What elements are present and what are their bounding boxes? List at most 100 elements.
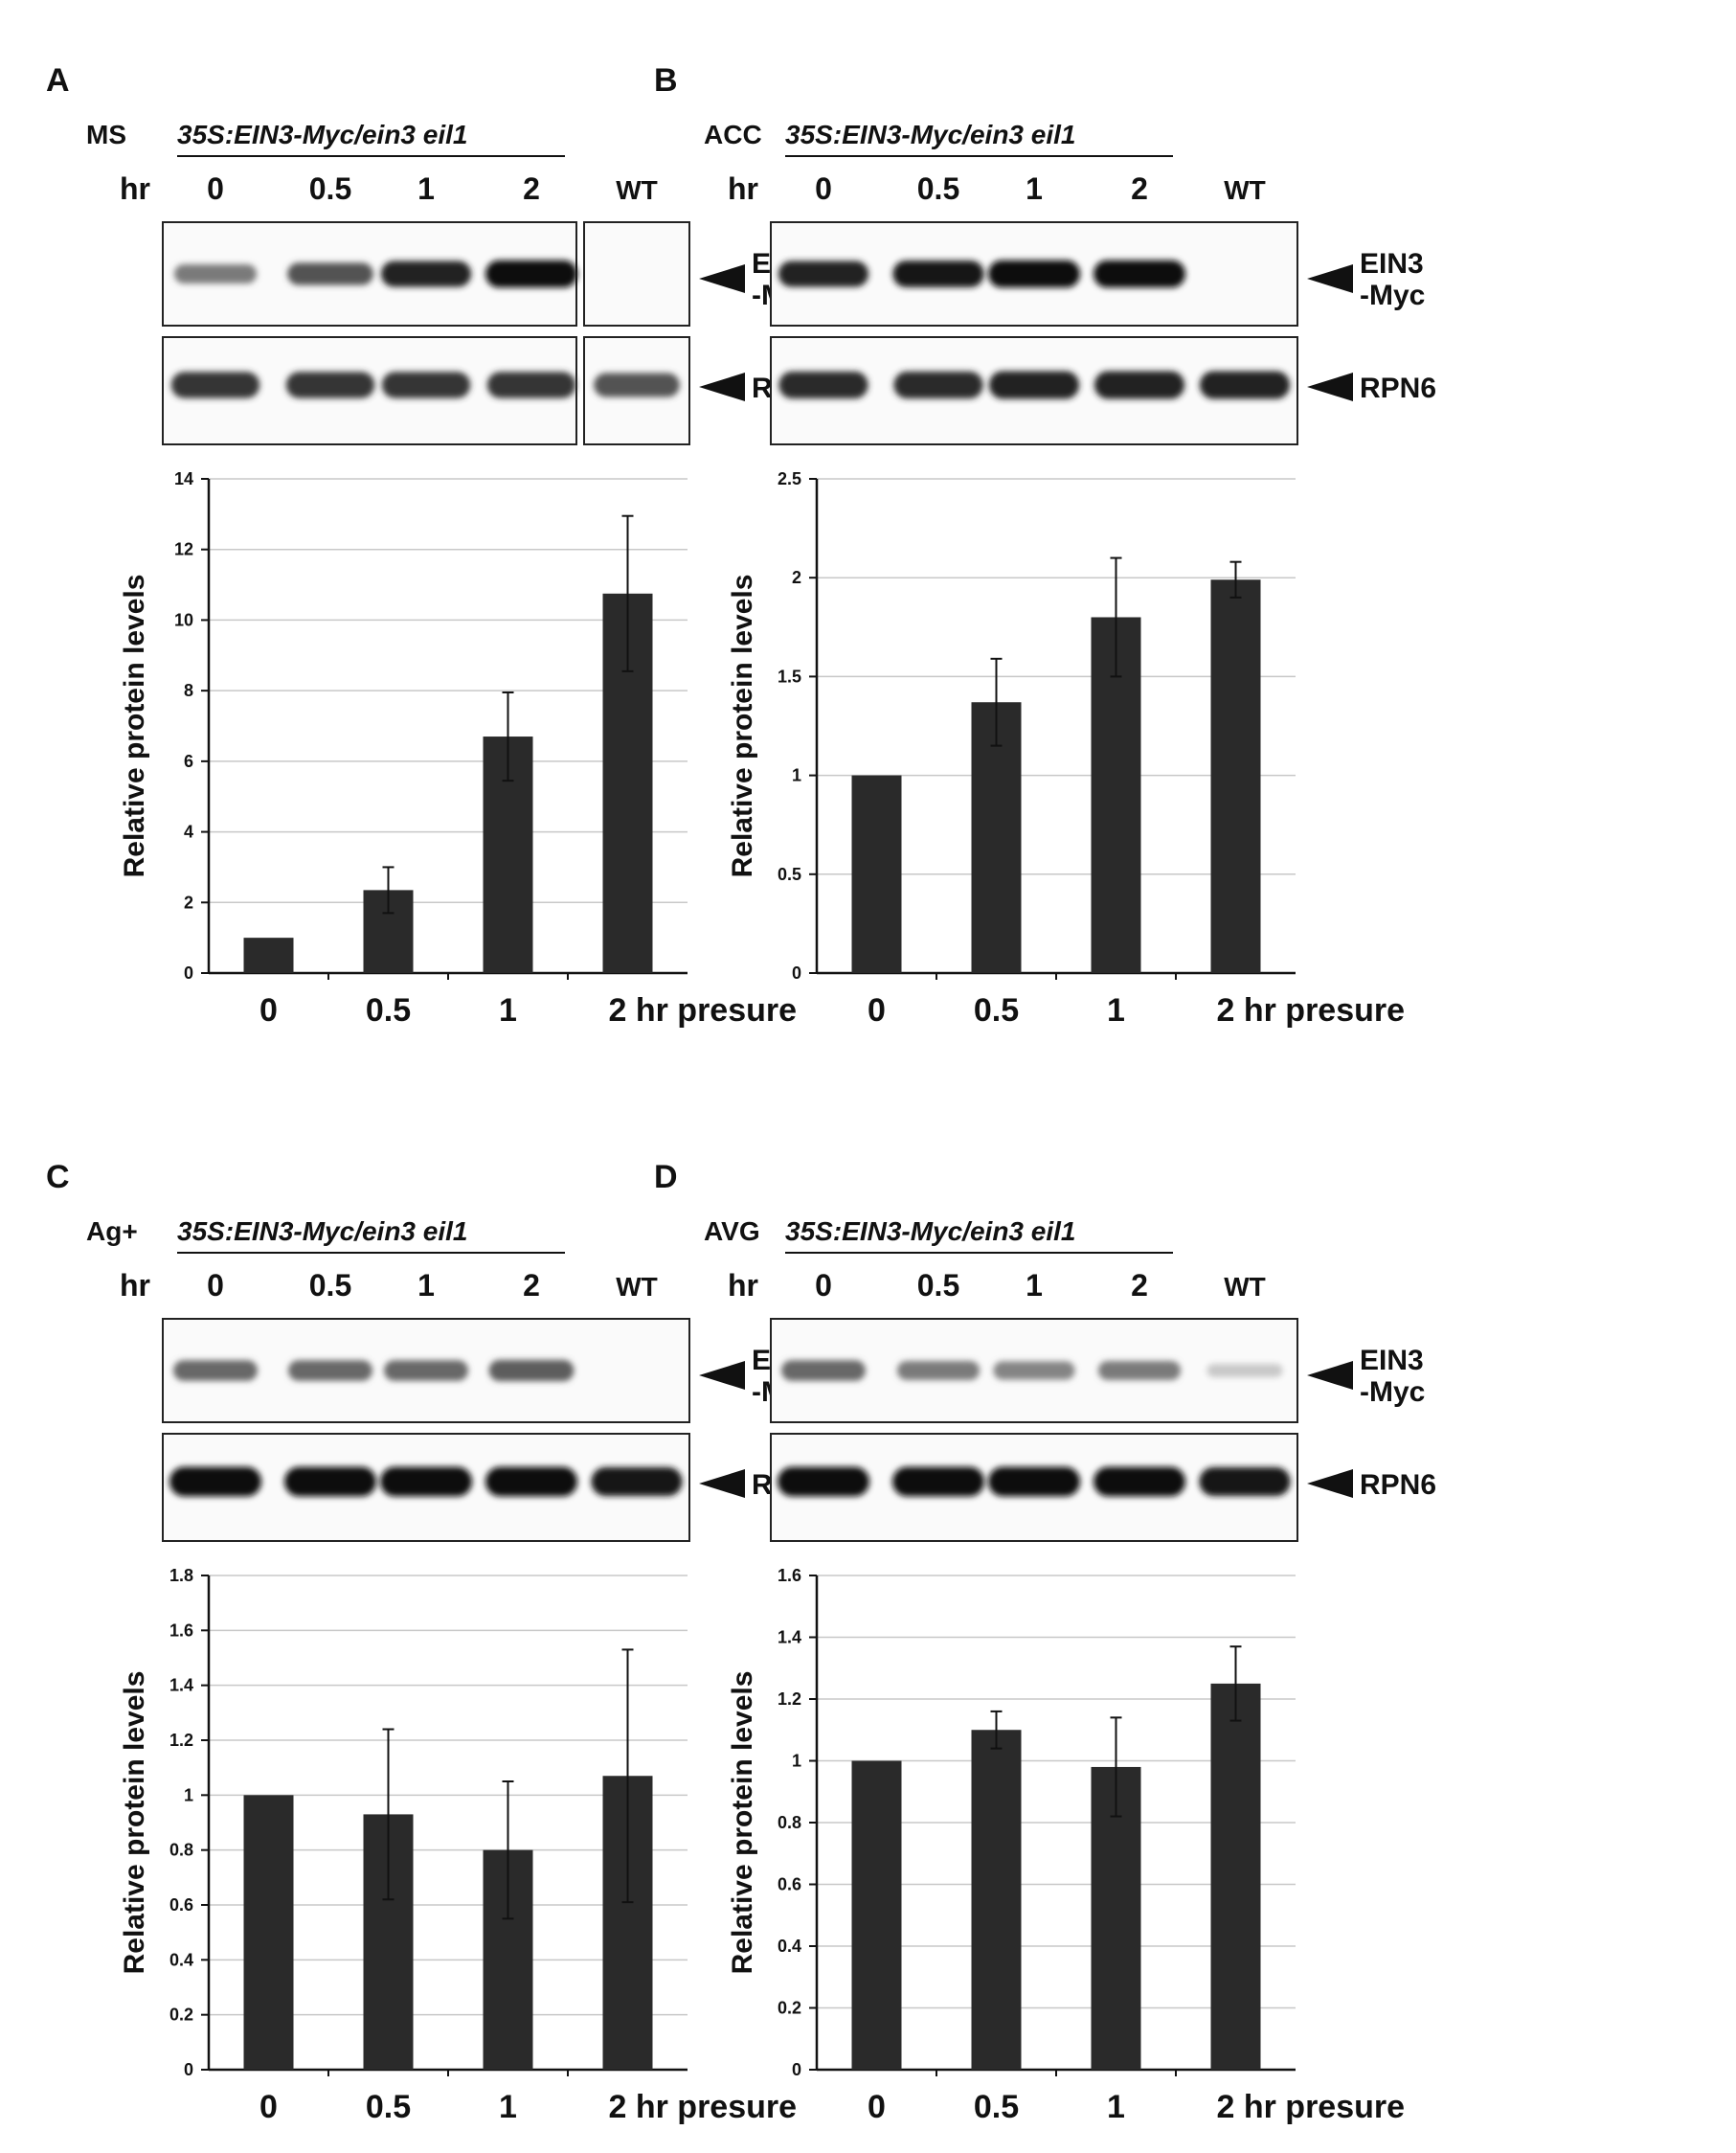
band — [988, 371, 1080, 399]
band — [1199, 1467, 1291, 1496]
lane-label: 0.5 — [917, 171, 959, 206]
y-tick-label: 2.5 — [778, 469, 801, 488]
ein3-blot — [770, 1318, 1298, 1423]
panel-letter: C — [46, 1159, 70, 1195]
band — [380, 261, 472, 287]
ein3-blot — [162, 1318, 690, 1423]
lane-label: 1 — [1026, 1268, 1043, 1303]
band — [1199, 371, 1291, 399]
ein3-arrowhead — [1307, 264, 1353, 293]
y-tick-label: 0 — [184, 2060, 193, 2079]
ein3-arrowhead — [699, 264, 745, 293]
x-tick-label: 1 — [1107, 992, 1125, 1029]
y-tick-label: 1 — [792, 766, 801, 785]
y-tick-label: 1.6 — [778, 1566, 801, 1585]
band — [284, 1466, 376, 1497]
y-tick-label: 6 — [184, 752, 193, 771]
lane-label: 0 — [207, 1268, 224, 1303]
lane-label: 2 — [1131, 171, 1148, 206]
bar — [243, 1795, 294, 2070]
bar-chart: 0 0.2 0.4 0.6 0.8 1 1.2 1.4 1.6 Relative protein … — [727, 1566, 1405, 2125]
genotype-label: 35S:EIN3-Myc/ein3 eil1 — [177, 120, 467, 149]
x-tick-label: 0 — [259, 992, 278, 1029]
x-tick-label: 0.5 — [366, 992, 411, 1029]
treatment-label: MS — [86, 120, 126, 149]
genotype-label: 35S:EIN3-Myc/ein3 eil1 — [177, 1216, 467, 1246]
y-axis-label: Relative protein levels — [119, 1671, 150, 1975]
band — [485, 1466, 577, 1497]
x-tick-label: 0 — [868, 2089, 886, 2125]
y-tick-label: 0.8 — [778, 1813, 801, 1832]
ein3-blot — [162, 221, 690, 327]
ein3-label: EIN3 — [1360, 248, 1424, 280]
rpn6-arrowhead — [1307, 373, 1353, 401]
ein3-blot — [770, 221, 1298, 327]
time-label: hr — [120, 1268, 150, 1303]
band — [485, 260, 577, 288]
y-tick-label: 1.5 — [778, 667, 801, 686]
y-tick-label: 2 — [184, 893, 193, 912]
band — [384, 1360, 468, 1381]
treatment-label: ACC — [704, 120, 762, 149]
band — [892, 261, 984, 287]
band — [1093, 260, 1185, 288]
rpn6-arrowhead — [1307, 1469, 1353, 1498]
bar-chart: 0 2 4 6 8 10 12 14 Relative protein levels 0 0.5 1 2… — [119, 469, 797, 1029]
bar — [1091, 1766, 1141, 2070]
blot-frame-wt — [583, 221, 690, 327]
treatment-label: Ag+ — [86, 1216, 138, 1246]
lane-label: 2 — [523, 171, 540, 206]
band — [1097, 1360, 1182, 1381]
bar — [851, 775, 902, 973]
lane-label: WT — [1224, 1272, 1266, 1302]
ein3-arrowhead — [1307, 1361, 1353, 1390]
y-tick-label: 0 — [792, 963, 801, 983]
band — [993, 1361, 1075, 1380]
lane-label: 1 — [417, 171, 435, 206]
y-axis-label: Relative protein levels — [727, 575, 758, 878]
panel-letter: D — [654, 1159, 678, 1195]
rpn6-blot — [770, 1433, 1298, 1542]
band — [778, 261, 869, 287]
y-tick-label: 1.2 — [778, 1689, 801, 1709]
y-axis-label: Relative protein levels — [727, 1671, 758, 1975]
y-tick-label: 0.2 — [169, 2006, 193, 2025]
lane-label: 2 — [523, 1268, 540, 1303]
lane-label: WT — [616, 1272, 658, 1302]
x-tick-label: 0 — [259, 2089, 278, 2125]
panel-letter: A — [46, 62, 70, 99]
x-tick-label: 0 — [868, 992, 886, 1029]
band — [170, 372, 260, 398]
rpn6-arrowhead — [699, 1469, 745, 1498]
x-tick-label: 2 hr presure — [1217, 992, 1406, 1029]
band — [287, 262, 373, 285]
y-tick-label: 0.4 — [778, 1937, 801, 1956]
lane-label: 0 — [815, 1268, 832, 1303]
time-label: hr — [120, 171, 150, 206]
y-tick-label: 0 — [184, 963, 193, 983]
y-tick-label: 1.8 — [169, 1566, 193, 1585]
band — [173, 263, 258, 284]
band — [1206, 1364, 1283, 1377]
bar — [1210, 1683, 1261, 2070]
y-tick-label: 1.2 — [169, 1731, 193, 1750]
band — [591, 1467, 683, 1496]
y-tick-label: 4 — [184, 823, 193, 842]
y-tick-label: 1 — [184, 1785, 193, 1804]
panel-c: CAg+35S:EIN3-Myc/ein3 eil1hr00.512WTEIN3… — [46, 1159, 828, 2125]
y-tick-label: 12 — [174, 540, 193, 559]
lane-label: WT — [616, 175, 658, 205]
bar-chart: 0 0.2 0.4 0.6 0.8 1 1.2 1.4 1.6 1.8 Relative prote… — [119, 1566, 797, 2125]
band — [988, 1466, 1080, 1497]
y-tick-label: 0.2 — [778, 1999, 801, 2018]
band — [988, 260, 1080, 288]
x-tick-label: 1 — [499, 2089, 517, 2125]
band — [285, 372, 375, 398]
band — [381, 372, 471, 398]
band — [486, 372, 576, 398]
time-label: hr — [728, 1268, 758, 1303]
rpn6-blot — [162, 1433, 690, 1542]
lane-label: 0.5 — [917, 1268, 959, 1303]
rpn6-arrowhead — [699, 373, 745, 401]
genotype-label: 35S:EIN3-Myc/ein3 eil1 — [785, 1216, 1075, 1246]
